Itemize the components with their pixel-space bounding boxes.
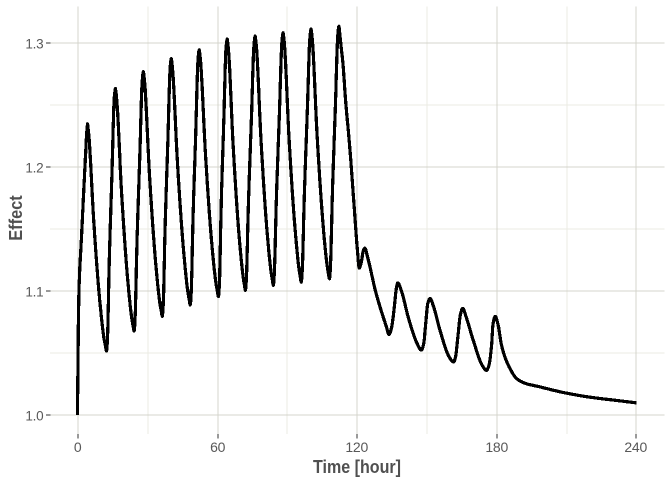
svg-text:Time [hour]: Time [hour] — [313, 457, 401, 477]
svg-text:240: 240 — [624, 439, 647, 455]
svg-text:120: 120 — [345, 439, 368, 455]
svg-text:1.0: 1.0 — [25, 408, 43, 423]
svg-text:1.1: 1.1 — [25, 284, 43, 299]
svg-text:1.3: 1.3 — [25, 36, 43, 51]
svg-text:60: 60 — [210, 439, 226, 455]
svg-text:0: 0 — [74, 439, 82, 455]
svg-text:Effect: Effect — [6, 195, 26, 241]
svg-text:1.2: 1.2 — [25, 160, 43, 175]
svg-text:180: 180 — [485, 439, 508, 455]
